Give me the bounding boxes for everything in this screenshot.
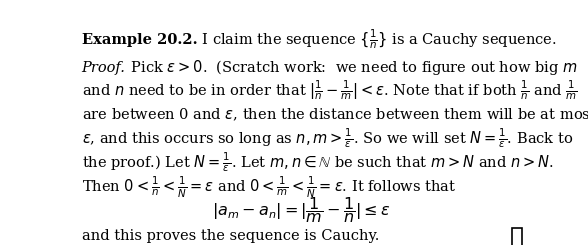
Text: are between 0 and $\varepsilon$, then the distance between them will be at most: are between 0 and $\varepsilon$, then th… <box>82 107 588 123</box>
Text: Proof.: Proof. <box>82 61 126 75</box>
Text: Pick $\varepsilon > 0$.  (Scratch work:  we need to figure out how big $m$: Pick $\varepsilon > 0$. (Scratch work: w… <box>126 58 577 77</box>
Text: and this proves the sequence is Cauchy.: and this proves the sequence is Cauchy. <box>82 229 379 243</box>
Text: $|a_m - a_n| = |\dfrac{1}{m} - \dfrac{1}{n}| \leq \varepsilon$: $|a_m - a_n| = |\dfrac{1}{m} - \dfrac{1}… <box>212 195 390 225</box>
Text: Example 20.2.: Example 20.2. <box>82 34 198 48</box>
Text: the proof.) Let $N = \frac{1}{\varepsilon}$. Let $m, n \in \mathbb{N}$ be such t: the proof.) Let $N = \frac{1}{\varepsilo… <box>82 150 553 174</box>
Text: Then $0 < \frac{1}{n} < \frac{1}{N} = \varepsilon$ and $0 < \frac{1}{m} < \frac{: Then $0 < \frac{1}{n} < \frac{1}{N} = \v… <box>82 174 456 200</box>
Text: and $n$ need to be in order that $|\frac{1}{n} - \frac{1}{m}| < \varepsilon$. No: and $n$ need to be in order that $|\frac… <box>82 79 577 102</box>
Text: I claim the sequence $\{\frac{1}{n}\}$ is a Cauchy sequence.: I claim the sequence $\{\frac{1}{n}\}$ i… <box>198 27 557 51</box>
Bar <box>512 228 522 245</box>
Text: $\varepsilon$, and this occurs so long as $n, m > \frac{1}{\varepsilon}$. So we : $\varepsilon$, and this occurs so long a… <box>82 127 573 150</box>
